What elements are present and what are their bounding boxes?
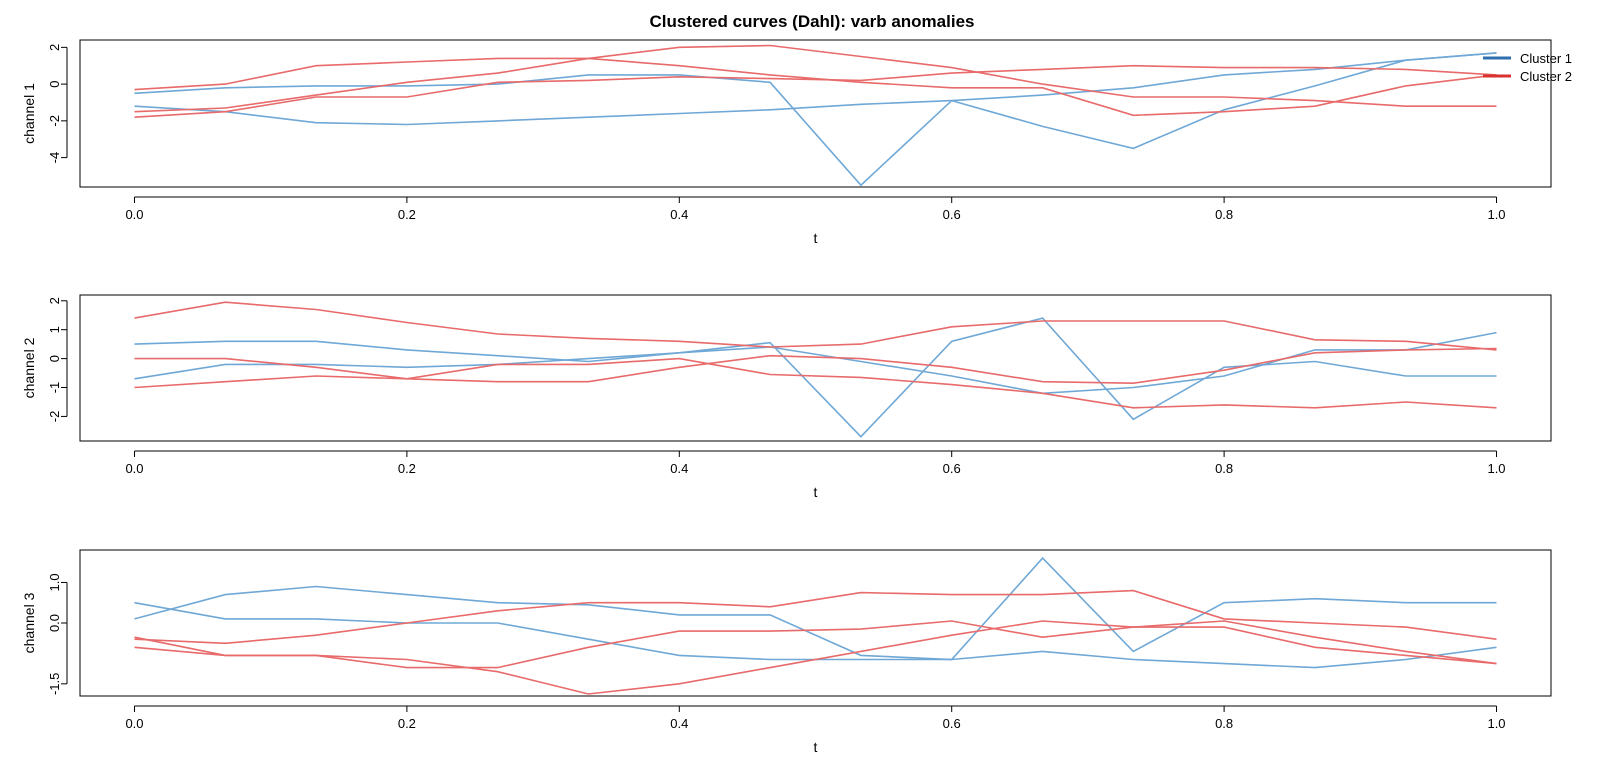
series-line-cluster-1 xyxy=(134,556,1497,661)
series-line-cluster-2 xyxy=(134,44,1497,113)
series-line-cluster-2 xyxy=(134,57,1497,117)
x-tick-label: 0.8 xyxy=(1215,461,1233,476)
y-tick-label: -2 xyxy=(47,411,62,423)
y-tick-label: 1.0 xyxy=(47,573,62,591)
y-tick-label: 2 xyxy=(47,297,62,304)
y-tick-label: -4 xyxy=(47,152,62,164)
x-tick-label: 0.2 xyxy=(398,716,416,731)
y-tick-label: 0 xyxy=(47,80,62,87)
series-line-cluster-2 xyxy=(134,589,1497,645)
series-line-cluster-1 xyxy=(134,331,1497,395)
x-tick-label: 1.0 xyxy=(1487,716,1505,731)
x-axis-label: t xyxy=(814,739,818,755)
y-tick-label: -2 xyxy=(47,115,62,127)
x-tick-label: 1.0 xyxy=(1487,461,1505,476)
y-tick-label: 0 xyxy=(47,355,62,362)
legend-label-cluster-1: Cluster 1 xyxy=(1520,51,1572,66)
panel-channel-1: 0.0 0.2 0.4 0.6 0.8 1.0 t -4 -2 0 2 channel 1 xyxy=(21,39,1552,246)
series-line-cluster-2 xyxy=(134,64,1497,118)
x-tick-label: 0.2 xyxy=(398,207,416,222)
y-tick-label: -1.5 xyxy=(47,673,62,695)
x-tick-label: 0.0 xyxy=(125,207,143,222)
plot-frame xyxy=(79,39,1552,188)
y-tick-label: 1 xyxy=(47,326,62,333)
x-tick-label: 0.4 xyxy=(670,207,688,222)
panel-channel-3: 0.0 0.2 0.4 0.6 0.8 1.0 t -1.5 0.0 1.0 channel 3 xyxy=(21,549,1552,755)
x-axis-label: t xyxy=(814,230,818,246)
y-axis-label: channel 3 xyxy=(21,592,37,653)
series-line-cluster-1 xyxy=(134,52,1497,126)
series-line-cluster-1 xyxy=(134,52,1497,187)
series-line-cluster-2 xyxy=(134,357,1497,409)
y-axis-label: channel 2 xyxy=(21,337,37,398)
y-tick-label: 2 xyxy=(47,44,62,51)
x-tick-label: 0.2 xyxy=(398,461,416,476)
series-line-cluster-2 xyxy=(134,347,1497,389)
x-tick-label: 0.8 xyxy=(1215,207,1233,222)
x-tick-label: 0.4 xyxy=(670,461,688,476)
panel-channel-2: 0.0 0.2 0.4 0.6 0.8 1.0 t -2 -1 0 1 2 channel 2 xyxy=(21,294,1552,500)
x-axis-label: t xyxy=(814,484,818,500)
chart-legend: Cluster 1 Cluster 2 xyxy=(1483,51,1572,84)
x-tick-label: 0.8 xyxy=(1215,716,1233,731)
y-tick-label: -1 xyxy=(47,382,62,394)
y-tick-label: 0.0 xyxy=(47,614,62,632)
legend-label-cluster-2: Cluster 2 xyxy=(1520,69,1572,84)
x-tick-label: 0.0 xyxy=(125,461,143,476)
series-line-cluster-1 xyxy=(134,317,1497,438)
x-tick-label: 0.6 xyxy=(943,716,961,731)
x-tick-label: 0.6 xyxy=(943,207,961,222)
series-line-cluster-2 xyxy=(134,620,1497,695)
x-tick-label: 0.0 xyxy=(125,716,143,731)
y-axis-label: channel 1 xyxy=(21,83,37,144)
chart-panels: 0.0 0.2 0.4 0.6 0.8 1.0 t -4 -2 0 2 channel 1 0.0 0.2… xyxy=(21,39,1552,755)
plot-frame xyxy=(79,294,1552,442)
x-tick-label: 0.6 xyxy=(943,461,961,476)
series-line-cluster-2 xyxy=(134,301,1497,351)
x-tick-label: 0.4 xyxy=(670,716,688,731)
series-line-cluster-2 xyxy=(134,620,1497,669)
chart-title: Clustered curves (Dahl): varb anomalies xyxy=(649,12,974,31)
x-tick-label: 1.0 xyxy=(1487,207,1505,222)
plot-frame xyxy=(79,549,1552,697)
